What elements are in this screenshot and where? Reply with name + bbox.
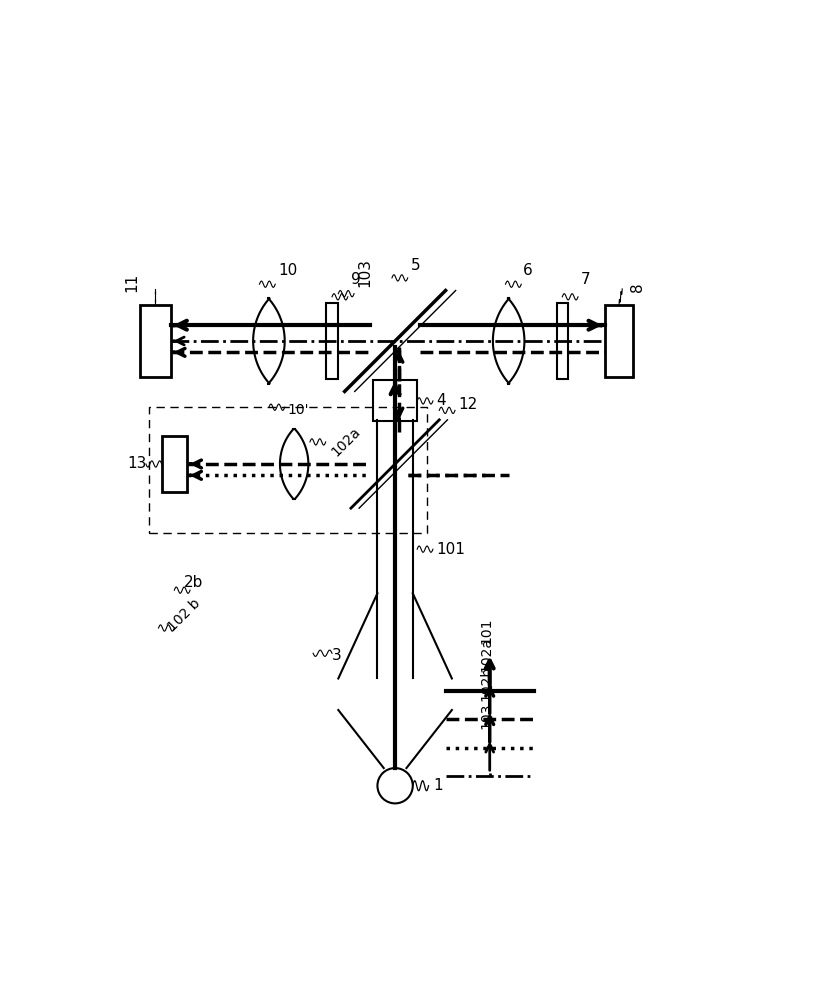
Text: 102b: 102b [479, 665, 493, 701]
Text: 6: 6 [523, 263, 532, 278]
Text: 1: 1 [433, 778, 443, 793]
Text: 102a: 102a [479, 637, 493, 672]
Text: 3: 3 [332, 648, 342, 663]
Bar [140, 305, 170, 377]
Bar [373, 380, 417, 421]
Text: 12: 12 [458, 397, 478, 412]
Text: 7: 7 [581, 272, 591, 287]
Bar [162, 436, 187, 492]
Text: 5: 5 [411, 258, 421, 273]
Text: 13: 13 [127, 456, 147, 471]
Bar [326, 303, 338, 379]
Text: 2b: 2b [184, 575, 204, 590]
Text: 4: 4 [436, 393, 446, 408]
Text: 10: 10 [278, 263, 298, 278]
Bar [557, 303, 568, 379]
Bar [149, 407, 427, 533]
Text: 103: 103 [357, 258, 372, 287]
Text: 10': 10' [288, 403, 309, 417]
Text: 11: 11 [124, 273, 139, 292]
Text: 101: 101 [436, 542, 465, 557]
Text: 103: 103 [479, 703, 493, 729]
Text: 8: 8 [630, 282, 646, 292]
Text: 102a: 102a [329, 425, 364, 459]
Text: 9: 9 [351, 272, 361, 287]
Text: 102 b: 102 b [164, 596, 203, 634]
Bar [605, 305, 633, 377]
Text: 101: 101 [479, 617, 493, 644]
